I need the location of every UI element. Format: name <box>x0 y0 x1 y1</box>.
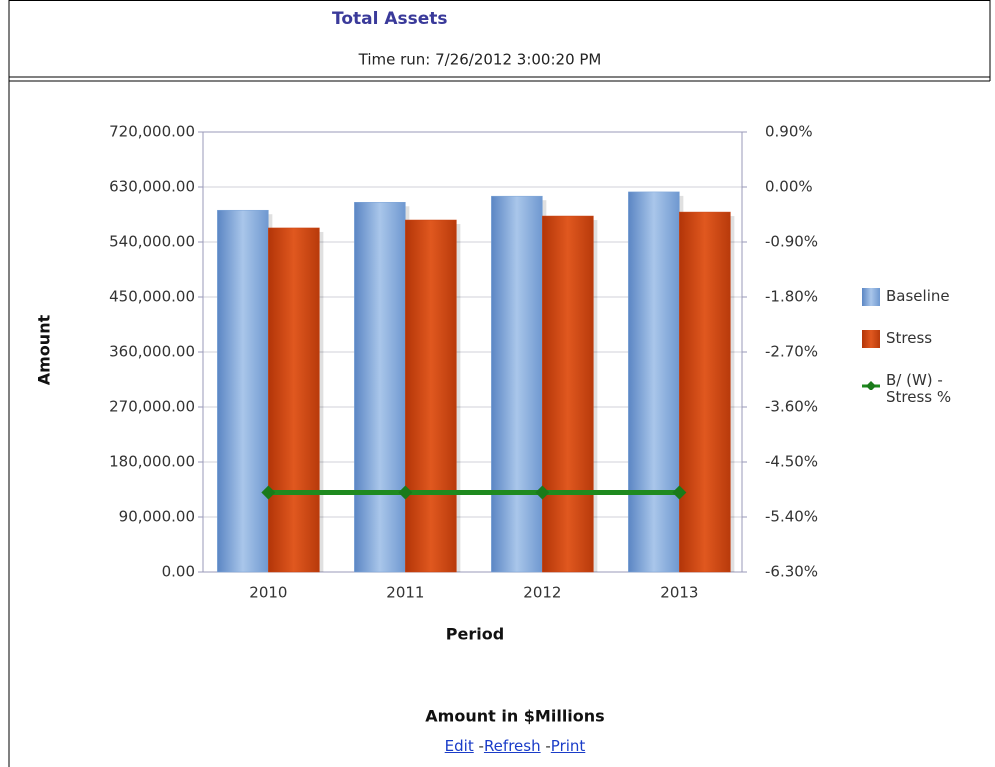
links: Edit -Refresh -Print <box>0 737 995 755</box>
report-subtitle: Time run: 7/26/2012 3:00:20 PM <box>358 51 602 69</box>
y-tick-label: 270,000.00 <box>109 398 195 416</box>
y2-tick-label: -2.70% <box>765 343 818 361</box>
y-tick-label: 180,000.00 <box>109 453 195 471</box>
legend-item: B/ (W) - Stress % <box>862 372 972 406</box>
y-tick-label: 630,000.00 <box>109 178 195 196</box>
legend-box <box>862 330 880 348</box>
bar <box>628 191 680 573</box>
legend-label: Stress <box>886 329 933 347</box>
report-title: Total Assets <box>332 9 448 29</box>
line-marker <box>535 485 550 500</box>
footer-note: Amount in $Millions <box>425 707 604 726</box>
legend-label: Baseline <box>886 287 950 305</box>
legend-box <box>862 288 880 306</box>
bar <box>268 227 320 573</box>
y-tick-label: 90,000.00 <box>119 508 195 526</box>
legend: Baseline Stress B/ (W) - Stress % <box>862 288 972 430</box>
y2-tick-label: -1.80% <box>765 288 818 306</box>
y2-tick-label: -6.30% <box>765 563 818 581</box>
x-axis-title: Period <box>446 625 504 644</box>
x-tick-label: 2012 <box>523 584 561 602</box>
print-link[interactable]: Print <box>550 737 586 755</box>
y-tick-label: 720,000.00 <box>109 123 195 141</box>
legend-swatch <box>862 288 880 306</box>
y2-tick-label: -3.60% <box>765 398 818 416</box>
y2-tick-label: -4.50% <box>765 453 818 471</box>
legend-swatch <box>862 330 880 348</box>
y-tick-label: 540,000.00 <box>109 233 195 251</box>
bar <box>405 219 457 573</box>
legend-marker <box>866 381 876 390</box>
bar <box>491 195 543 573</box>
x-tick-label: 2011 <box>386 584 424 602</box>
edit-link[interactable]: Edit <box>444 737 474 755</box>
bar <box>217 209 269 573</box>
y-tick-label: 0.00 <box>162 563 195 581</box>
y2-tick-label: -0.90% <box>765 233 818 251</box>
y-axis-title: Amount <box>35 314 54 385</box>
y-tick-label: 450,000.00 <box>109 288 195 306</box>
x-tick-label: 2010 <box>249 584 287 602</box>
line-marker <box>261 485 276 500</box>
y2-tick-label: 0.90% <box>765 123 813 141</box>
line-marker <box>398 485 413 500</box>
y2-tick-label: -5.40% <box>765 508 818 526</box>
separator: - <box>478 737 484 755</box>
y2-tick-label: 0.00% <box>765 178 813 196</box>
legend-swatch <box>862 381 880 390</box>
line-marker <box>672 485 687 500</box>
legend-label: B/ (W) - Stress % <box>886 371 952 406</box>
plot-frame <box>202 131 743 573</box>
x-tick-label: 2013 <box>660 584 698 602</box>
legend-item: Stress <box>862 330 972 348</box>
separator: - <box>545 737 551 755</box>
legend-item: Baseline <box>862 288 972 306</box>
y-tick-label: 360,000.00 <box>109 343 195 361</box>
refresh-link[interactable]: Refresh <box>483 737 541 755</box>
bar <box>542 215 594 573</box>
bar <box>679 211 731 573</box>
bar <box>354 202 406 573</box>
